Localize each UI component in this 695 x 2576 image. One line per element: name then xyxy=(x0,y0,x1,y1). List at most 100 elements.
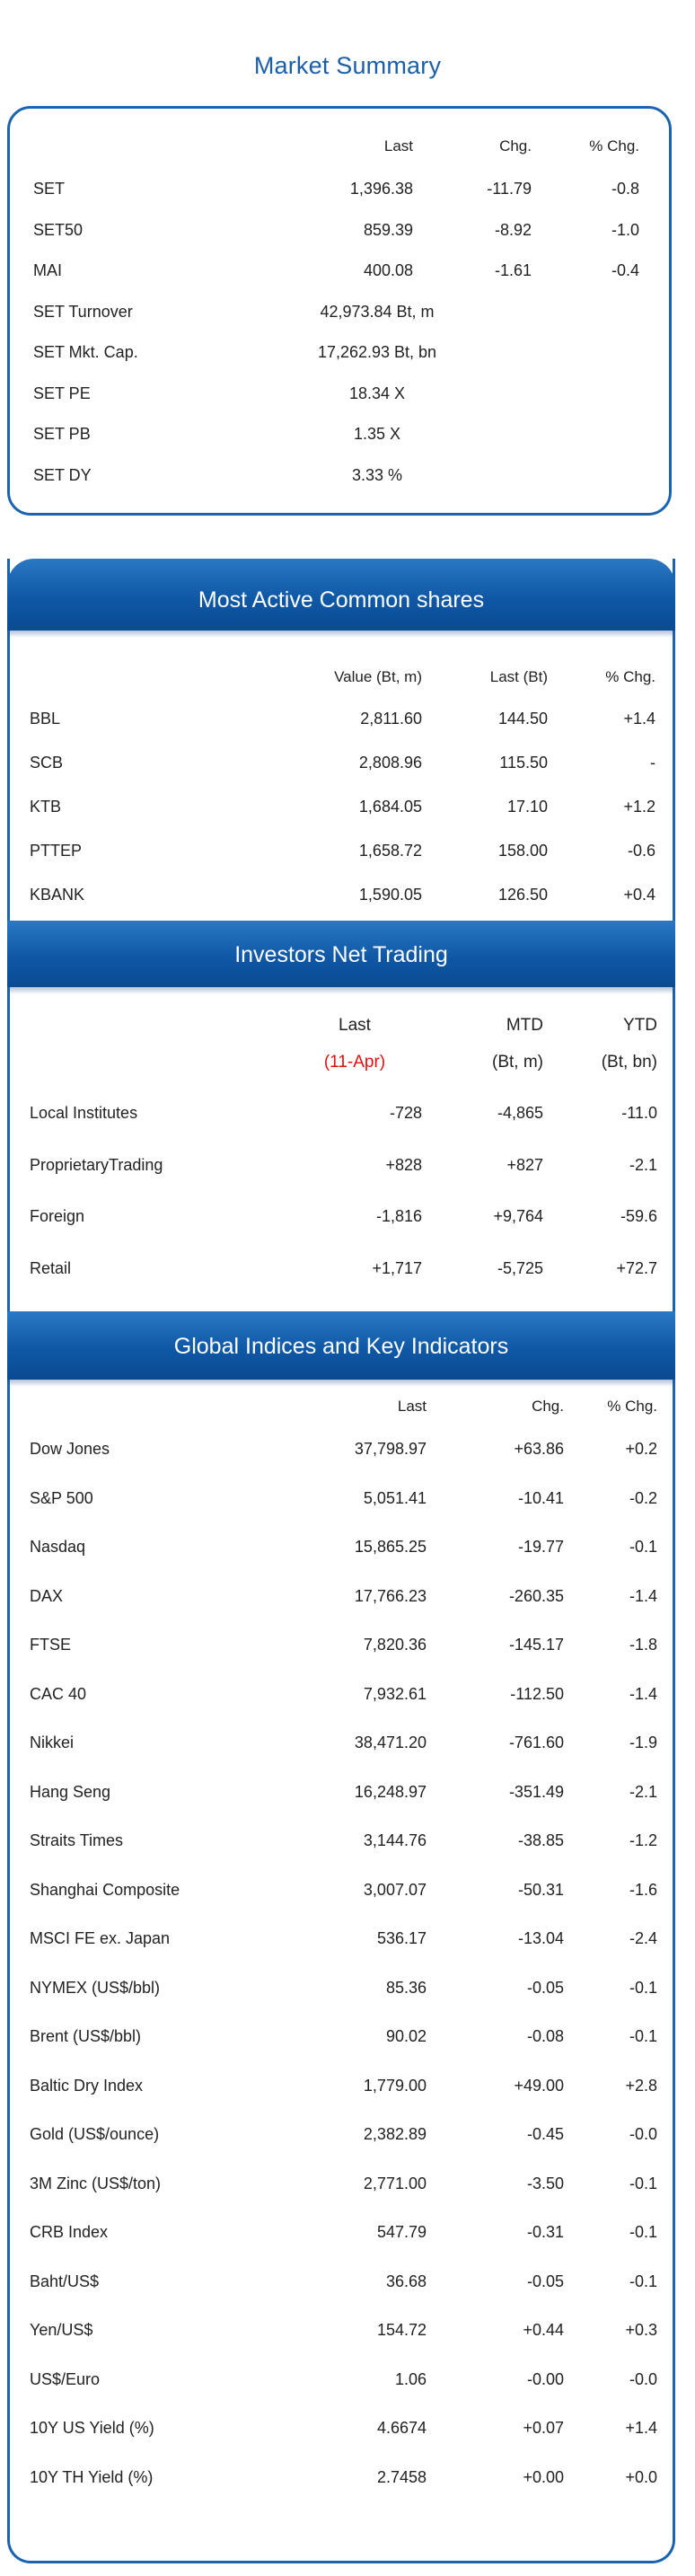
header-last-bt: Last (Bt) xyxy=(489,668,548,685)
row-name: KTB xyxy=(30,798,62,816)
global-row: Straits Times 3,144.76 -38.85 -1.2 xyxy=(0,1831,695,1858)
global-row: Baltic Dry Index 1,779.00 +49.00 +2.8 xyxy=(0,2077,695,2104)
row-chg: -112.50 xyxy=(510,1684,564,1703)
row-last: 2,382.89 xyxy=(363,2125,427,2143)
row-pct-chg: -1.4 xyxy=(629,1586,657,1605)
investors-row: Retail +1,717 -5,725 +72.7 xyxy=(0,1259,695,1286)
row-ytd: -59.6 xyxy=(620,1207,657,1225)
most-active-band: Most Active Common shares xyxy=(7,559,675,638)
row-pct-chg: -0.1 xyxy=(629,2223,657,2241)
row-chg: -0.31 xyxy=(526,2223,564,2241)
row-name: Brent (US$/bbl) xyxy=(30,2027,142,2045)
header-last: Last xyxy=(383,137,413,154)
market-summary-title: Market Summary xyxy=(253,52,442,79)
global-row: Nikkei 38,471.20 -761.60 -1.9 xyxy=(0,1734,695,1760)
header-chg: Chg. xyxy=(532,1398,564,1415)
row-name: Straits Times xyxy=(30,1831,124,1849)
row-name: S&P 500 xyxy=(30,1488,93,1507)
row-pct-chg: -0.0 xyxy=(629,2369,657,2388)
row-last: 7,932.61 xyxy=(363,1684,427,1703)
row-last: 15,865.25 xyxy=(354,1538,427,1556)
row-name: SET Mkt. Cap. xyxy=(33,343,138,361)
row-chg: -19.77 xyxy=(517,1538,564,1556)
row-last: 115.50 xyxy=(499,754,548,772)
most-active-title: Most Active Common shares xyxy=(198,587,485,613)
row-name: Baht/US$ xyxy=(30,2272,100,2290)
row-chg: +49.00 xyxy=(514,2076,564,2095)
row-chg: -50.31 xyxy=(517,1880,564,1899)
row-last: 154.72 xyxy=(376,2321,427,2339)
header-pct-chg: % Chg. xyxy=(607,1398,657,1415)
row-mtd: -5,725 xyxy=(497,1258,543,1277)
row-chg: -0.05 xyxy=(526,2272,564,2290)
row-name: SET DY xyxy=(33,465,92,484)
row-last: 3,007.07 xyxy=(363,1880,427,1899)
row-pct-chg: -0.1 xyxy=(629,1978,657,1997)
header-last: Last xyxy=(397,1398,427,1415)
row-pct-chg: +0.2 xyxy=(625,1440,657,1458)
row-last: -728 xyxy=(389,1104,422,1122)
row-last: +1,717 xyxy=(372,1258,422,1277)
band-shadow xyxy=(7,987,675,994)
row-pct-chg: +2.8 xyxy=(625,2076,657,2095)
header-mtd: MTD xyxy=(506,1016,543,1035)
row-value: 1,590.05 xyxy=(358,886,422,904)
row-chg: -145.17 xyxy=(508,1636,564,1654)
row-pct-chg: -1.4 xyxy=(629,1684,657,1703)
row-last: 2.7458 xyxy=(376,2467,427,2486)
row-pct-chg: -2.4 xyxy=(629,1929,657,1947)
row-ytd: -2.1 xyxy=(629,1155,657,1174)
investors-band: Investors Net Trading xyxy=(7,921,675,994)
global-row: 10Y US Yield (%) 4.6674 +0.07 +1.4 xyxy=(0,2419,695,2446)
row-name: 3M Zinc (US$/ton) xyxy=(30,2174,162,2192)
row-name: US$/Euro xyxy=(30,2369,101,2388)
row-pct-chg: - xyxy=(650,754,655,772)
header-date: (11-Apr) xyxy=(323,1053,386,1072)
most-active-header-row: Value (Bt, m) Last (Bt) % Chg. xyxy=(0,668,695,695)
row-ytd: -11.0 xyxy=(621,1104,657,1122)
row-name: PTTEP xyxy=(30,842,83,860)
row-last: 3.33 % xyxy=(351,465,403,484)
row-chg: -0.45 xyxy=(526,2125,564,2143)
row-last: 17.10 xyxy=(506,798,548,816)
row-last: 85.36 xyxy=(385,1978,427,1997)
row-chg: +0.07 xyxy=(523,2419,564,2437)
row-name: Retail xyxy=(30,1258,72,1277)
row-name: MSCI FE ex. Japan xyxy=(30,1929,171,1947)
row-name: DAX xyxy=(30,1586,64,1605)
row-name: FTSE xyxy=(30,1636,72,1654)
global-row: Hang Seng 16,248.97 -351.49 -2.1 xyxy=(0,1783,695,1810)
row-last: 3,144.76 xyxy=(363,1831,427,1849)
most-active-row: SCB 2,808.96 115.50 - xyxy=(0,754,695,781)
header-mtd-unit: (Bt, m) xyxy=(492,1053,543,1072)
header-chg: Chg. xyxy=(499,137,532,154)
most-active-row: BBL 2,811.60 144.50 +1.4 xyxy=(0,710,695,737)
header-last: Last xyxy=(339,1016,371,1035)
global-row: FTSE 7,820.36 -145.17 -1.8 xyxy=(0,1636,695,1663)
header-pct-chg: % Chg. xyxy=(605,668,655,685)
row-value: 1,658.72 xyxy=(358,842,422,860)
row-chg: +63.86 xyxy=(514,1440,564,1458)
global-row: Shanghai Composite 3,007.07 -50.31 -1.6 xyxy=(0,1881,695,1908)
main-panel xyxy=(7,559,675,2563)
row-last: 4.6674 xyxy=(376,2419,427,2437)
investors-row: Local Institutes -728 -4,865 -11.0 xyxy=(0,1104,695,1131)
row-pct-chg: -0.1 xyxy=(629,2027,657,2045)
row-last: 400.08 xyxy=(363,261,413,279)
row-pct-chg: +1.2 xyxy=(623,798,655,816)
market-summary-row: SET PE 18.34 X xyxy=(0,384,695,411)
investors-row: ProprietaryTrading +828 +827 -2.1 xyxy=(0,1156,695,1183)
row-pct-chg: -0.1 xyxy=(629,2174,657,2192)
row-name: NYMEX (US$/bbl) xyxy=(30,1978,161,1997)
row-chg: -761.60 xyxy=(508,1734,564,1751)
row-last: 38,471.20 xyxy=(354,1734,427,1751)
global-row: MSCI FE ex. Japan 536.17 -13.04 -2.4 xyxy=(0,1929,695,1956)
row-mtd: +827 xyxy=(506,1155,543,1174)
header-pct-chg: % Chg. xyxy=(589,137,639,154)
row-last: 37,798.97 xyxy=(354,1440,427,1458)
row-last: 42,973.84 Bt, m xyxy=(320,302,435,321)
global-row: Nasdaq 15,865.25 -19.77 -0.1 xyxy=(0,1538,695,1565)
row-last: 90.02 xyxy=(385,2027,427,2045)
row-last: 17,262.93 Bt, bn xyxy=(317,343,437,361)
row-value: 2,811.60 xyxy=(360,710,422,728)
